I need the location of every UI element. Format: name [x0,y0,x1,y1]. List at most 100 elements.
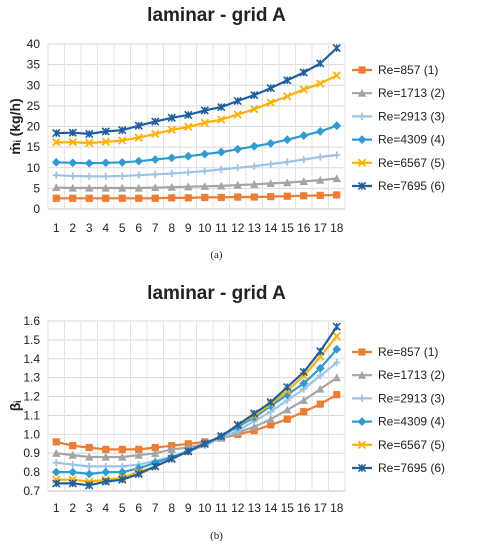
data-point [200,106,209,115]
data-point [184,182,193,191]
x-tick-label: 12 [231,501,245,515]
data-point [299,68,308,77]
data-point [134,183,143,192]
data-point [118,172,126,180]
data-point [233,420,242,430]
data-point [316,79,325,88]
data-point [333,358,341,367]
legend-marker [357,371,367,379]
data-point [316,175,325,184]
data-point [85,452,94,461]
data-point [201,193,209,202]
data-point [266,83,275,93]
data-point [167,454,176,464]
data-point [266,139,276,148]
data-point [151,449,160,457]
data-point [151,117,160,126]
data-point [316,347,325,356]
data-point [134,469,143,479]
data-point [68,158,78,168]
data-point [85,443,93,452]
x-tick-label: 13 [248,221,262,235]
y-axis-label: βᵢ [7,401,23,412]
data-point [283,405,292,414]
data-point [332,71,341,80]
data-point [184,194,192,202]
data-point [52,479,61,488]
data-point [266,415,275,423]
legend-marker [358,66,366,74]
data-point [266,401,276,411]
x-tick-label: 7 [152,501,159,515]
data-point [135,445,143,454]
data-point [316,59,325,68]
series-line [56,177,337,190]
data-point [167,153,177,163]
data-point [332,344,342,354]
y-tick-label: 40 [27,37,41,51]
data-point [52,171,60,179]
x-tick-label: 6 [135,221,142,235]
x-tick-label: 18 [330,221,344,235]
x-tick-label: 10 [198,221,212,235]
data-point [151,462,160,471]
data-point [167,445,176,454]
data-point [282,135,292,145]
data-point [118,136,127,145]
data-point [217,432,226,441]
data-point [134,450,143,459]
y-tick-label: 1.4 [23,352,40,366]
data-point [68,183,77,192]
data-point [102,172,110,181]
chart-b: laminar - grid A 0.7 0.8 0.9 1.0 1.1 1.2 1.3 1.4… [7,283,445,542]
y-tick-label: 10 [27,161,41,175]
data-point [85,194,93,202]
series-6 [52,43,341,139]
data-point [200,118,209,128]
data-point [118,194,126,202]
data-point [283,415,291,423]
data-point [217,193,225,202]
data-point [51,467,61,477]
x-tick-label: 4 [102,501,109,515]
data-point [135,171,143,179]
data-point [118,475,127,484]
data-point [250,193,258,201]
series-line [56,74,338,145]
y-tick-label: 1.0 [23,427,40,441]
data-point [135,194,143,202]
x-tick-label: 5 [119,501,126,515]
y-tick-label: 30 [27,78,41,92]
data-point [201,167,209,175]
data-point [101,183,110,192]
data-point [332,331,341,341]
data-point [200,182,209,190]
data-point [316,384,325,393]
data-point [68,128,77,137]
data-point [52,183,61,192]
data-point [234,164,242,172]
data-point [51,157,61,167]
data-point [184,110,193,120]
data-point [52,449,61,457]
x-tick-label: 7 [152,221,159,235]
data-point [266,98,275,107]
data-point [52,194,60,202]
data-point [52,128,61,138]
legend-label: Re=7695 (6) [378,461,445,475]
data-point [316,191,324,199]
data-point [283,382,292,392]
chart-title: laminar - grid A [147,283,286,304]
x-tick-label: 11 [215,221,228,235]
x-tick-label: 14 [264,221,278,235]
data-point [266,179,275,188]
data-point [134,121,143,130]
legend-label: Re=857 (1) [378,63,438,77]
data-point [300,408,308,416]
x-tick-label: 9 [185,221,192,235]
legend-marker [357,158,367,168]
data-point [85,138,94,148]
data-point [101,477,110,486]
x-tick-label: 18 [330,501,344,515]
